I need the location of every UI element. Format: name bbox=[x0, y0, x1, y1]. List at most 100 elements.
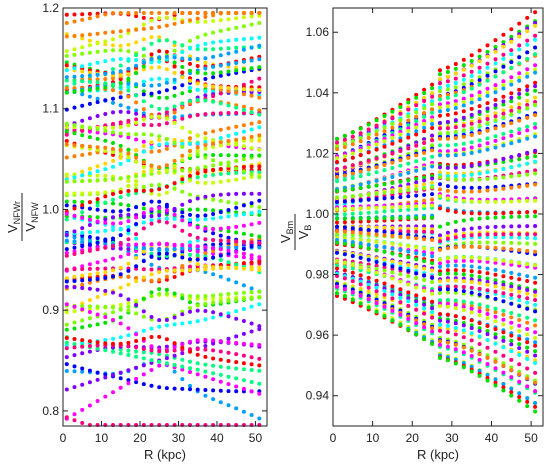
data-point bbox=[469, 177, 474, 182]
data-point bbox=[366, 305, 371, 310]
data-point bbox=[493, 306, 498, 311]
data-point bbox=[438, 339, 442, 344]
data-point bbox=[157, 65, 162, 70]
data-point bbox=[180, 177, 185, 182]
data-point bbox=[509, 275, 514, 280]
data-point bbox=[87, 125, 92, 130]
data-point bbox=[485, 324, 490, 328]
data-point bbox=[172, 247, 177, 252]
data-point bbox=[149, 199, 154, 204]
right-series bbox=[335, 159, 538, 207]
data-point bbox=[249, 389, 254, 394]
data-point bbox=[517, 260, 522, 265]
data-point bbox=[461, 57, 466, 62]
data-point bbox=[226, 245, 231, 250]
data-point bbox=[118, 103, 123, 108]
data-point bbox=[72, 385, 77, 390]
data-point bbox=[477, 368, 482, 373]
left-series bbox=[64, 11, 262, 39]
data-point bbox=[241, 353, 246, 358]
data-point bbox=[195, 11, 200, 15]
data-point bbox=[257, 198, 262, 203]
right-series-group bbox=[335, 10, 538, 414]
data-point bbox=[525, 124, 530, 129]
data-point bbox=[218, 18, 223, 23]
data-point bbox=[195, 372, 200, 377]
data-point bbox=[226, 225, 231, 230]
data-point bbox=[438, 81, 442, 86]
data-point bbox=[430, 143, 435, 148]
data-point bbox=[64, 139, 69, 143]
data-point bbox=[164, 168, 169, 173]
data-point bbox=[80, 273, 85, 278]
data-point bbox=[64, 179, 69, 184]
data-point bbox=[406, 155, 411, 160]
data-point bbox=[149, 207, 154, 212]
data-point bbox=[103, 72, 108, 76]
data-point bbox=[149, 123, 154, 128]
data-point bbox=[517, 372, 522, 377]
data-point bbox=[80, 118, 85, 123]
data-point bbox=[390, 175, 395, 179]
x-tick-label: 0 bbox=[60, 431, 67, 445]
data-point bbox=[157, 270, 162, 275]
data-point bbox=[203, 256, 208, 261]
data-point bbox=[469, 172, 474, 177]
data-point bbox=[203, 294, 208, 298]
data-point bbox=[509, 48, 514, 53]
data-point bbox=[164, 291, 169, 296]
data-point bbox=[111, 390, 115, 395]
data-point bbox=[461, 244, 466, 249]
data-point bbox=[430, 181, 435, 185]
data-point bbox=[80, 79, 85, 84]
right-series bbox=[335, 224, 538, 241]
data-point bbox=[533, 63, 538, 68]
data-point bbox=[211, 296, 216, 301]
data-point bbox=[103, 258, 108, 263]
data-point bbox=[234, 153, 239, 158]
data-point bbox=[226, 178, 231, 183]
data-point bbox=[180, 321, 185, 326]
data-point bbox=[87, 223, 92, 227]
data-point bbox=[111, 88, 115, 93]
data-point bbox=[350, 297, 355, 302]
data-point bbox=[218, 136, 223, 140]
data-point bbox=[249, 342, 254, 347]
data-point bbox=[422, 95, 427, 100]
data-point bbox=[95, 72, 100, 77]
data-point bbox=[517, 173, 522, 178]
data-point bbox=[211, 193, 216, 198]
data-point bbox=[226, 229, 231, 234]
data-point bbox=[335, 195, 339, 200]
data-point bbox=[157, 219, 162, 224]
data-point bbox=[406, 123, 411, 128]
data-point bbox=[390, 190, 395, 194]
data-point bbox=[358, 282, 363, 287]
data-point bbox=[211, 84, 216, 89]
data-point bbox=[249, 22, 254, 27]
data-point bbox=[188, 387, 192, 392]
data-point bbox=[517, 109, 522, 114]
data-point bbox=[172, 345, 177, 350]
data-point bbox=[533, 340, 538, 345]
data-point bbox=[141, 328, 146, 333]
data-point bbox=[249, 321, 254, 326]
data-point bbox=[118, 109, 123, 114]
data-point bbox=[438, 89, 442, 94]
data-point bbox=[335, 200, 339, 204]
data-point bbox=[141, 60, 146, 65]
data-point bbox=[350, 206, 355, 211]
data-point bbox=[430, 329, 435, 334]
data-point bbox=[118, 241, 123, 246]
data-point bbox=[485, 185, 490, 190]
data-point bbox=[469, 226, 474, 231]
data-point bbox=[211, 141, 216, 146]
data-point bbox=[172, 268, 177, 273]
right-series bbox=[335, 171, 538, 200]
data-point bbox=[218, 91, 223, 96]
data-point bbox=[493, 187, 498, 192]
data-point bbox=[342, 212, 347, 217]
data-point bbox=[111, 100, 115, 105]
data-point bbox=[95, 322, 100, 327]
data-point bbox=[87, 79, 92, 84]
